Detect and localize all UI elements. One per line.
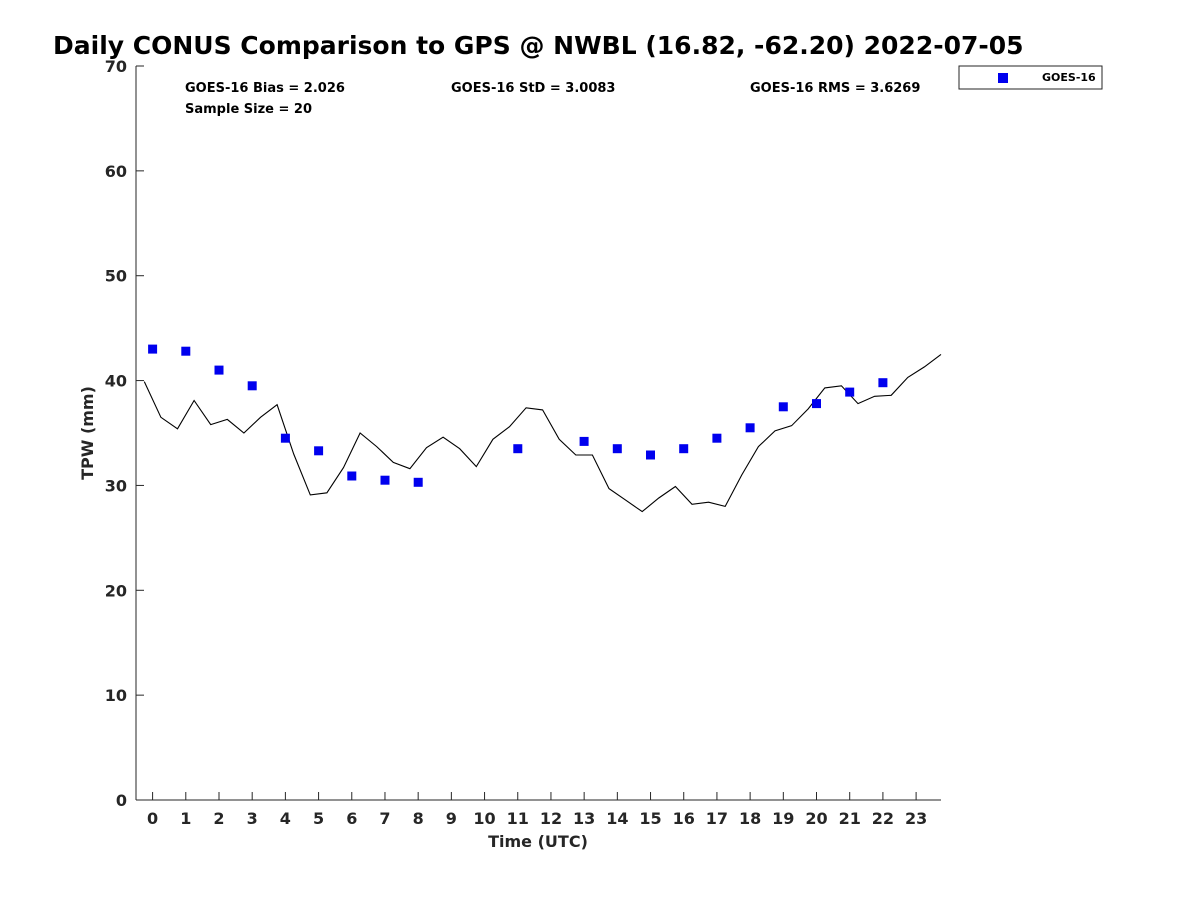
- x-tick-label: 15: [639, 809, 661, 828]
- x-tick-label: 3: [247, 809, 258, 828]
- std-stat: GOES-16 StD = 3.0083: [451, 81, 615, 96]
- bias-stat: GOES-16 Bias = 2.026: [185, 81, 345, 96]
- goes16-point: [314, 446, 324, 456]
- x-tick-label: 5: [313, 809, 324, 828]
- x-tick-label: 14: [606, 809, 628, 828]
- y-axis-label: TPW (mm): [78, 386, 97, 480]
- goes16-point: [745, 423, 755, 433]
- goes16-point: [247, 381, 257, 391]
- x-tick-label: 21: [839, 809, 861, 828]
- y-tick-label: 70: [105, 57, 127, 76]
- x-tick-label: 16: [673, 809, 695, 828]
- y-tick-label: 30: [105, 476, 127, 495]
- chart-title: Daily CONUS Comparison to GPS @ NWBL (16…: [53, 31, 1024, 60]
- goes16-point: [181, 346, 191, 356]
- goes16-point: [778, 402, 788, 412]
- goes16-point: [148, 344, 158, 354]
- x-tick-label: 12: [540, 809, 562, 828]
- goes16-point: [646, 450, 655, 460]
- goes16-point: [413, 477, 423, 487]
- x-tick-label: 2: [213, 809, 224, 828]
- x-tick-label: 20: [805, 809, 827, 828]
- x-axis-label: Time (UTC): [488, 832, 588, 851]
- y-axis-ticks: 0 10 20 30 40 50 60 70: [105, 57, 144, 810]
- y-tick-label: 10: [105, 686, 127, 705]
- goes16-point: [513, 444, 523, 454]
- y-tick-label: 0: [116, 791, 127, 810]
- goes16-point: [214, 365, 224, 375]
- plot-axes: [135, 66, 941, 801]
- x-tick-label: 18: [739, 809, 761, 828]
- x-tick-label: 17: [706, 809, 728, 828]
- x-tick-label: 11: [507, 809, 529, 828]
- x-tick-label: 8: [413, 809, 424, 828]
- y-tick-label: 40: [105, 372, 127, 391]
- gps-tpw-line-layer: [143, 353, 942, 513]
- y-tick-label: 20: [105, 581, 127, 600]
- y-tick-label: 50: [105, 267, 127, 286]
- x-tick-label: 6: [346, 809, 357, 828]
- rms-stat: GOES-16 RMS = 3.6269: [750, 81, 920, 96]
- x-tick-label: 4: [280, 809, 291, 828]
- sample-size-stat: Sample Size = 20: [185, 102, 312, 117]
- legend: GOES-16: [958, 65, 1103, 90]
- goes16-point: [347, 471, 357, 481]
- goes16-point: [812, 399, 821, 409]
- goes16-point: [579, 436, 589, 446]
- x-tick-label: 23: [905, 809, 927, 828]
- y-tick-label: 60: [105, 162, 127, 181]
- x-axis-ticks: 0 1 2 3 4 5 6 7 8 9 10 11 12 13 14 15 16 17 18 19 20 21 22 23: [147, 792, 927, 828]
- goes16-point: [712, 433, 722, 443]
- x-tick-label: 0: [147, 809, 158, 828]
- x-tick-label: 10: [473, 809, 495, 828]
- goes16-point: [612, 444, 622, 454]
- x-tick-label: 13: [573, 809, 595, 828]
- legend-label-goes16: GOES-16: [1042, 71, 1096, 84]
- x-tick-label: 9: [446, 809, 457, 828]
- legend-box: [958, 65, 1103, 90]
- x-tick-label: 19: [772, 809, 794, 828]
- goes16-point: [679, 444, 689, 454]
- x-tick-label: 22: [872, 809, 894, 828]
- legend-marker-goes16: [998, 73, 1008, 83]
- goes16-point: [845, 387, 855, 397]
- x-tick-label: 1: [180, 809, 191, 828]
- goes16-point: [280, 433, 290, 443]
- goes16-point: [380, 475, 390, 485]
- x-tick-label: 7: [379, 809, 390, 828]
- goes16-point: [878, 378, 888, 388]
- goes16-marker-layer: [148, 344, 888, 487]
- gps-tpw-line: [143, 353, 942, 513]
